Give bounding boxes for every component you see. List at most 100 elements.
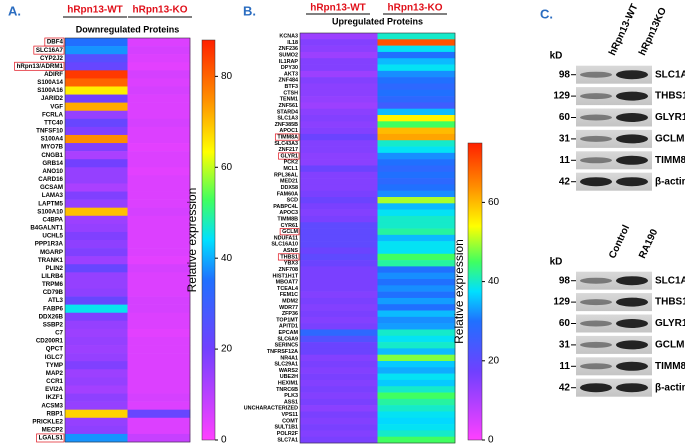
row-label: SLC16A7 [36, 47, 64, 54]
protein-label: β-actin [655, 176, 685, 187]
heatmap-cell [127, 328, 191, 338]
heatmap-cell [65, 409, 128, 419]
highlight-box [274, 133, 300, 141]
row-label: EPCAM [279, 330, 299, 336]
heatmap-cell [300, 430, 378, 437]
heatmap-cell [127, 38, 191, 47]
heatmap-cell [377, 83, 456, 91]
row-label: PLIN2 [45, 265, 63, 272]
row-label: ANO10 [42, 168, 63, 175]
heatmap-cell [65, 256, 128, 265]
heatmap-cell [127, 231, 191, 241]
blot-band [580, 363, 612, 370]
row-label: GRB14 [42, 160, 63, 167]
heatmap-cell [377, 424, 456, 431]
heatmap-cell [377, 102, 456, 109]
protein-label: SLC1A3 [655, 275, 685, 286]
row-label: ZNF385B [275, 122, 298, 128]
row-label: KCNA3 [279, 34, 298, 40]
heatmap-cell [127, 336, 191, 346]
heatmap-cell [300, 285, 378, 292]
row-label: PRICKLE2 [32, 418, 63, 425]
heatmap-cell [377, 51, 456, 59]
heatmap-cell [377, 165, 456, 173]
protein-label: β-actin [655, 382, 685, 393]
row-label: RPL36AL [274, 172, 299, 178]
colorbar-tick-label: 80 [221, 71, 233, 82]
row-label: MDM2 [282, 298, 298, 304]
heatmap-cell [300, 152, 378, 160]
lane-label: hRpn13-WT [607, 2, 640, 57]
blot-strip [576, 87, 652, 106]
row-label: MBOAT7 [276, 280, 298, 286]
heatmap-cell [300, 215, 378, 223]
heatmap-cell [377, 146, 456, 154]
blot-band [580, 320, 612, 327]
row-label: MYO7B [41, 144, 64, 151]
blot-strip [576, 129, 652, 148]
heatmap-cell [127, 417, 191, 427]
blot-band [616, 297, 648, 307]
column-header: hRpn13-WT [310, 3, 366, 14]
heatmap-cell [300, 64, 378, 72]
heatmap-cell [377, 197, 456, 204]
row-label: SULT1B1 [274, 425, 298, 431]
heatmap-cell [127, 46, 191, 55]
heatmap-cell [300, 348, 378, 355]
heatmap-cell [377, 222, 456, 229]
highlight-box [279, 228, 300, 236]
heatmap-cell [377, 133, 456, 141]
column-header: hRpn13-WT [67, 5, 123, 16]
row-label: TOP1MT [276, 317, 298, 323]
heatmap-cell [300, 184, 378, 191]
heatmap-cell [377, 379, 456, 387]
colorbar-tick-label: 40 [488, 276, 500, 287]
blot-band [616, 155, 648, 165]
heatmap-cell [300, 108, 378, 116]
blot-band [616, 113, 648, 122]
row-label: PLK3 [284, 393, 298, 399]
heatmap-cell [65, 94, 128, 103]
heatmap-border [299, 32, 456, 444]
heatmap-cell [65, 143, 128, 152]
heatmap-cell [377, 398, 456, 406]
blot-strip [576, 378, 652, 397]
row-label: B4GALNT1 [30, 225, 63, 232]
heatmap-cell [377, 260, 456, 267]
heatmap-cell [127, 54, 191, 63]
kd-value: 129 [553, 297, 570, 308]
heatmap-cell [127, 94, 191, 103]
row-label: PABPC4L [273, 204, 298, 210]
row-label: TCEAL4 [277, 286, 298, 292]
heatmap-cell [377, 203, 456, 210]
heatmap-cell [377, 285, 456, 292]
heatmap-cell [300, 178, 378, 185]
row-label: IKZF1 [46, 394, 64, 401]
row-label: ASS1 [284, 399, 298, 405]
row-label: DDX58 [281, 185, 298, 191]
row-label: HIST1H1T [273, 273, 299, 279]
heatmap-cell [65, 377, 128, 386]
protein-label: TIMM8A [655, 155, 685, 166]
row-label: MAP2 [46, 370, 64, 377]
row-label: CYR61 [281, 223, 298, 229]
row-label: AKT3 [284, 71, 298, 77]
row-label: LAMA3 [42, 192, 64, 199]
row-label: DPY30 [281, 65, 298, 71]
heatmap-cell [377, 417, 456, 425]
heatmap-cell [300, 171, 378, 179]
heatmap-cell [300, 39, 378, 46]
heatmap-cell [127, 143, 191, 152]
heatmap-cell [65, 118, 128, 128]
heatmap-cell [127, 151, 191, 160]
heatmap-cell [300, 291, 378, 299]
heatmap-cell [300, 140, 378, 147]
heatmap-cell [65, 86, 128, 95]
colorbar-tick-label: 60 [488, 197, 500, 208]
row-label: WDR77 [279, 305, 298, 311]
heatmap-cell [65, 46, 128, 55]
row-label: BTF3 [285, 84, 298, 90]
heatmap-cell [65, 345, 128, 354]
heatmap-cell [300, 272, 378, 280]
heatmap-cell [65, 304, 128, 314]
